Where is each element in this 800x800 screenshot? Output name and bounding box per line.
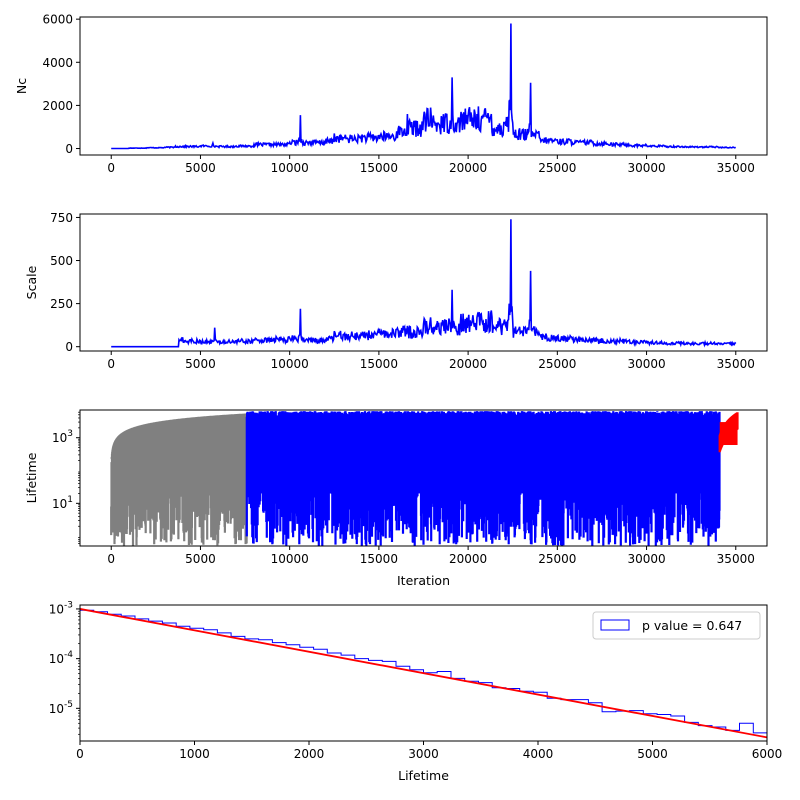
x-tick-label: 35000 (717, 552, 755, 566)
y-axis-label: Nc (14, 78, 29, 94)
x-tick-label: 3000 (408, 747, 439, 761)
legend-label: p value = 0.647 (642, 618, 742, 633)
y-tick-label: 6000 (42, 13, 73, 27)
x-tick-label: 10000 (271, 161, 309, 175)
x-axis-label: Lifetime (398, 768, 449, 783)
x-tick-label: 25000 (538, 161, 576, 175)
x-tick-label: 4000 (523, 747, 554, 761)
x-tick-label: 30000 (627, 357, 665, 371)
x-tick-label: 6000 (752, 747, 783, 761)
y-axis-label: Scale (24, 265, 39, 299)
legend-box (592, 611, 761, 640)
x-axis-label: Iteration (397, 573, 450, 588)
fit-line (80, 608, 767, 739)
x-tick-label: 15000 (360, 552, 398, 566)
y-tick-label: 750 (50, 211, 73, 225)
plot-area (80, 608, 767, 739)
panel-2: 0 5000 10000 15000 20000 25000 30000 35000 0 250 5… (24, 211, 768, 371)
x-tick-label: 5000 (185, 552, 216, 566)
y-tick-label: 2000 (42, 99, 73, 113)
y-tick-label: 250 (50, 297, 73, 311)
plot-area (111, 23, 736, 150)
x-tick-label: 2000 (294, 747, 325, 761)
axes-frame (79, 16, 768, 156)
y-tick-label: 0 (65, 142, 73, 156)
y-axis-label: Lifetime (24, 452, 39, 503)
y-tick-label: 0 (65, 340, 73, 354)
x-tick-label: 20000 (449, 357, 487, 371)
x-tick-label: 15000 (360, 161, 398, 175)
x-tick-label: 10000 (271, 357, 309, 371)
panel-3: 0 5000 10000 15000 20000 25000 30000 35000 101 10… (24, 409, 768, 588)
x-tick-label: 0 (107, 357, 115, 371)
y-tick-label: 10-5 (49, 700, 73, 716)
x-tick-label: 25000 (538, 357, 576, 371)
panel-4: 0 1000 2000 3000 4000 5000 6000 10-3 10-4 10-5 Lif… (49, 600, 783, 783)
histogram-step (80, 609, 767, 734)
legend: p value = 0.647 (592, 611, 761, 640)
x-tick-label: 0 (76, 747, 84, 761)
y-tick-label: 4000 (42, 56, 73, 70)
x-tick-label: 1000 (179, 747, 210, 761)
plot-area (110, 411, 739, 546)
x-tick-label: 35000 (717, 161, 755, 175)
x-tick-label: 20000 (449, 552, 487, 566)
series-line (111, 219, 737, 348)
legend-swatch (600, 619, 630, 631)
x-tick-label: 0 (107, 161, 115, 175)
lifetime-band-2 (246, 420, 720, 494)
y-tick-label: 103 (52, 429, 73, 445)
axes-frame (79, 213, 768, 352)
series-line (111, 23, 736, 150)
panel-1: 0 5000 10000 15000 20000 25000 30000 35000 0 2000… (14, 13, 768, 175)
y-tick-label: 10-3 (49, 600, 73, 616)
x-tick-label: 15000 (360, 357, 398, 371)
x-tick-label: 10000 (271, 552, 309, 566)
x-tick-label: 35000 (717, 357, 755, 371)
x-tick-label: 25000 (538, 552, 576, 566)
x-tick-label: 5000 (637, 747, 668, 761)
lifetime-band-3 (719, 422, 738, 445)
x-tick-label: 5000 (185, 161, 216, 175)
plot-area (111, 219, 737, 348)
x-tick-label: 30000 (627, 161, 665, 175)
x-tick-label: 20000 (449, 161, 487, 175)
x-tick-label: 5000 (185, 357, 216, 371)
x-tick-label: 30000 (627, 552, 665, 566)
y-tick-label: 101 (52, 495, 73, 511)
lifetime-band-1 (112, 424, 247, 494)
x-tick-label: 0 (107, 552, 115, 566)
y-tick-label: 500 (50, 254, 73, 268)
y-tick-label: 10-4 (49, 650, 74, 666)
